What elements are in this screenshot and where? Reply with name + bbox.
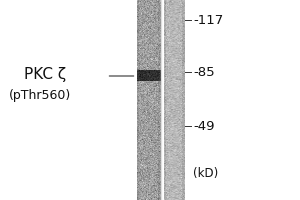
- Bar: [182, 0, 184, 200]
- Bar: [158, 0, 160, 200]
- Bar: [136, 0, 139, 200]
- Text: (kD): (kD): [194, 168, 219, 180]
- Text: -85: -85: [194, 66, 215, 78]
- Text: -49: -49: [194, 119, 215, 132]
- Text: PKC ζ: PKC ζ: [24, 66, 66, 82]
- Text: -117: -117: [194, 14, 224, 26]
- Bar: [164, 0, 166, 200]
- Text: (pThr560): (pThr560): [9, 90, 71, 102]
